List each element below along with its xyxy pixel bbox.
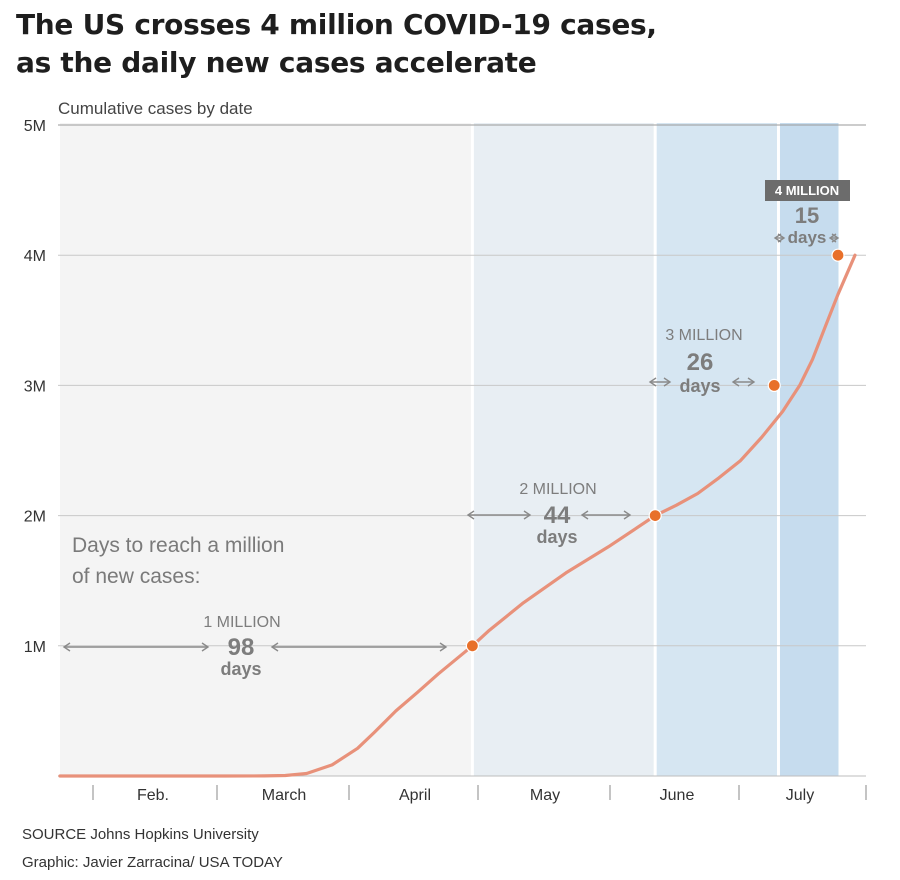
series-cumulative-cases [58,253,857,778]
graphic-credit: Graphic: Javier Zarracina/ USA TODAY [22,854,283,871]
milestone-2-days: 44 [544,502,571,529]
x-tick-label-feb: Feb. [137,787,169,804]
x-tick-label-april: April [399,787,431,804]
milestone-2-arrow-left [466,510,532,520]
x-tick-label-june: June [660,787,695,804]
y-tick-5M: 5M [24,118,46,135]
x-tick-label-march: March [262,787,306,804]
x-tick-label-july: July [786,787,814,804]
series-line-1 [58,253,857,778]
y-tick-1M: 1M [24,639,46,656]
note-line-2: of new cases: [72,565,200,588]
milestone-marker-1 [465,639,479,653]
milestone-markers [465,248,845,653]
milestone-4-arrow-right [828,233,840,243]
milestone-1-label: 1 MILLION [203,614,280,631]
milestone-3-days-word: days [679,376,720,396]
milestone-2-arrow-right [580,510,632,520]
milestone-marker-4 [831,248,845,262]
chart-title: The US crosses 4 million COVID-19 cases,… [16,6,886,82]
days-note: Days to reach a million of new cases: [72,534,284,588]
milestone-1-arrow-right [270,642,448,652]
milestone-marker-3 [767,378,781,392]
milestone-1-arrow-left [62,642,210,652]
milestone-3-arrow-right [731,377,756,387]
milestone-3-days: 26 [687,349,714,376]
milestone-4-label: 4 MILLION [775,183,839,198]
milestone-4-days-word: days [788,228,827,247]
y-axis-label: Cumulative cases by date [58,99,253,118]
milestone-4-days: 15 [795,203,819,228]
gridlines [58,124,866,647]
milestone-4-arrow-left [773,233,786,243]
note-line-1: Days to reach a million [72,534,284,557]
milestone-4-badge: 4 MILLION [765,180,850,201]
milestone-marker-2 [648,508,662,523]
source-note: SOURCE Johns Hopkins University [22,826,259,843]
x-axis: Feb. March April May June July [58,775,867,804]
chart-title-line-2: as the daily new cases accelerate [16,46,537,79]
y-axis-ticks: 1M 2M 3M 4M 5M [24,118,46,656]
milestone-3-label: 3 MILLION [665,327,742,344]
milestone-2-days-word: days [536,527,577,547]
band-4 [779,123,839,776]
milestone-3-arrow-left [648,377,672,387]
x-tick-label-may: May [530,787,560,804]
milestone-bands [60,123,839,776]
y-tick-3M: 3M [24,378,46,395]
chart-title-line-1: The US crosses 4 million COVID-19 cases, [16,8,657,41]
y-tick-4M: 4M [24,248,46,265]
milestone-1-days-word: days [220,659,261,679]
band-1 [60,123,471,776]
y-tick-2M: 2M [24,509,46,526]
band-2 [473,123,654,776]
milestone-2-label: 2 MILLION [519,481,596,498]
band-3 [656,123,777,776]
milestone-1-days: 98 [228,634,255,661]
